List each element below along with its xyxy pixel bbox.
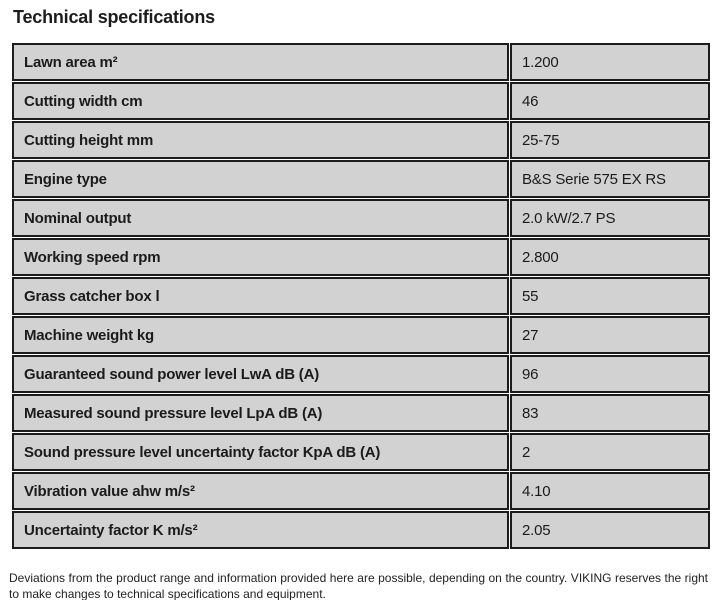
spec-row: Engine type B&S Serie 575 EX RS <box>12 160 710 198</box>
spec-value-cell: 96 <box>510 355 710 393</box>
spec-label-cell: Measured sound pressure level LpA dB (A) <box>12 394 509 432</box>
spec-value-cell: 2.0 kW/2.7 PS <box>510 199 710 237</box>
spec-row: Cutting width cm 46 <box>12 82 710 120</box>
spec-row: Vibration value ahw m/s² 4.10 <box>12 472 710 510</box>
spec-row: Nominal output 2.0 kW/2.7 PS <box>12 199 710 237</box>
spec-label-cell: Guaranteed sound power level LwA dB (A) <box>12 355 509 393</box>
spec-value-cell: 55 <box>510 277 710 315</box>
spec-value-cell: 46 <box>510 82 710 120</box>
spec-value-cell: 2.05 <box>510 511 710 549</box>
spec-row: Uncertainty factor K m/s² 2.05 <box>12 511 710 549</box>
spec-row: Machine weight kg 27 <box>12 316 710 354</box>
spec-row: Lawn area m² 1.200 <box>12 43 710 81</box>
spec-label-cell: Cutting width cm <box>12 82 509 120</box>
spec-value-cell: 2 <box>510 433 710 471</box>
spec-row: Guaranteed sound power level LwA dB (A) 9… <box>12 355 710 393</box>
disclaimer-text: Deviations from the product range and in… <box>9 571 708 600</box>
spec-label-cell: Machine weight kg <box>12 316 509 354</box>
spec-row: Grass catcher box l 55 <box>12 277 710 315</box>
page-title: Technical specifications <box>13 7 215 27</box>
spec-table-body: Lawn area m² 1.200 Cutting width cm 46 Cutti… <box>12 43 710 549</box>
spec-label-cell: Sound pressure level uncertainty factor … <box>12 433 509 471</box>
spec-value-cell: 2.800 <box>510 238 710 276</box>
spec-value-cell: 27 <box>510 316 710 354</box>
spec-label-cell: Lawn area m² <box>12 43 509 81</box>
spec-row: Working speed rpm 2.800 <box>12 238 710 276</box>
spec-row: Measured sound pressure level LpA dB (A)… <box>12 394 710 432</box>
spec-value-cell: 83 <box>510 394 710 432</box>
spec-label-cell: Grass catcher box l <box>12 277 509 315</box>
spec-label-cell: Uncertainty factor K m/s² <box>12 511 509 549</box>
spec-value-cell: 1.200 <box>510 43 710 81</box>
spec-label-cell: Nominal output <box>12 199 509 237</box>
spec-label-cell: Engine type <box>12 160 509 198</box>
spec-value-cell: B&S Serie 575 EX RS <box>510 160 710 198</box>
spec-table: Lawn area m² 1.200 Cutting width cm 46 Cutti… <box>11 42 711 550</box>
spec-row: Sound pressure level uncertainty factor … <box>12 433 710 471</box>
spec-value-cell: 4.10 <box>510 472 710 510</box>
spec-value-cell: 25-75 <box>510 121 710 159</box>
spec-row: Cutting height mm 25-75 <box>12 121 710 159</box>
spec-label-cell: Cutting height mm <box>12 121 509 159</box>
spec-label-cell: Working speed rpm <box>12 238 509 276</box>
spec-label-cell: Vibration value ahw m/s² <box>12 472 509 510</box>
